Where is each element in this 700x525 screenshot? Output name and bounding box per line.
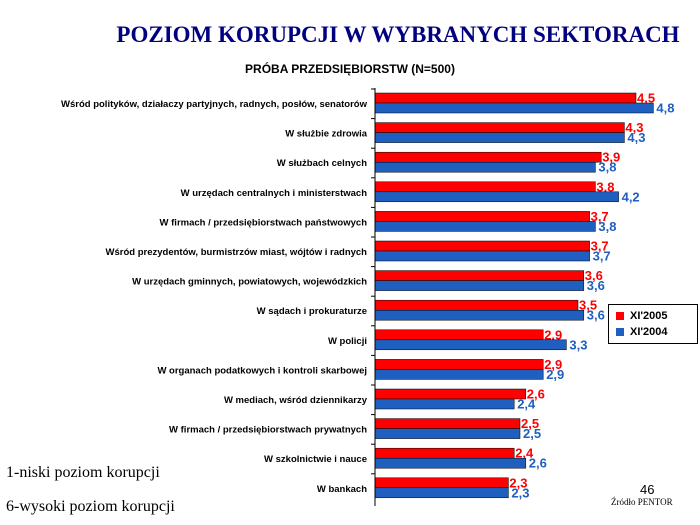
data-label-2004: 3,8 bbox=[598, 160, 616, 175]
legend-item-2004: XI'2004 bbox=[616, 325, 667, 339]
bar-2004 bbox=[374, 250, 590, 262]
data-label-2004: 3,6 bbox=[587, 308, 605, 323]
data-label-2004: 2,3 bbox=[511, 485, 529, 500]
data-label-2004: 3,8 bbox=[598, 219, 616, 234]
data-label-2005: 3,6 bbox=[585, 268, 603, 283]
scale-note-low: 1-niski poziom korupcji bbox=[6, 464, 160, 481]
bar-2005 bbox=[374, 122, 625, 133]
bar-2005 bbox=[374, 447, 515, 459]
bar-2005 bbox=[374, 240, 590, 252]
legend-swatch-2004 bbox=[616, 328, 624, 336]
bar-2004 bbox=[374, 398, 515, 410]
data-label-2004: 3,3 bbox=[569, 337, 587, 352]
data-label-2005: 3,7 bbox=[591, 209, 609, 224]
category-label: W służbach celnych bbox=[277, 158, 367, 169]
bar-2005 bbox=[374, 477, 509, 489]
bar-2004 bbox=[374, 487, 509, 499]
bar-2004 bbox=[374, 221, 596, 232]
data-label-2005: 4,3 bbox=[625, 120, 643, 135]
category-label: Wśród prezydentów, burmistrzów miast, wó… bbox=[106, 247, 368, 258]
bar-2005 bbox=[374, 181, 596, 193]
page-number: 46 bbox=[640, 482, 655, 497]
data-label-2004: 2,6 bbox=[529, 456, 547, 471]
data-label-2005: 2,3 bbox=[509, 475, 527, 490]
category-label: W firmach / przedsiębiorstwach prywatnyc… bbox=[169, 425, 367, 436]
legend-item-2005: XI'2005 bbox=[616, 309, 667, 323]
bar-2005 bbox=[374, 359, 544, 370]
category-label: W organach podatkowych i kontroli skarbo… bbox=[157, 365, 367, 376]
category-label: W bankach bbox=[317, 484, 367, 495]
bar-2005 bbox=[374, 211, 590, 222]
data-label-2005: 2,6 bbox=[527, 387, 545, 402]
bar-2004 bbox=[374, 457, 527, 469]
bar-2005 bbox=[374, 329, 544, 341]
data-label-2004: 2,5 bbox=[523, 426, 541, 441]
category-label: W służbie zdrowia bbox=[285, 129, 368, 140]
bar-2004 bbox=[374, 309, 585, 321]
data-label-2005: 2,9 bbox=[544, 357, 562, 372]
legend: XI'2005 XI'2004 bbox=[608, 304, 698, 344]
bar-2004 bbox=[374, 369, 544, 380]
bar-2004 bbox=[374, 428, 521, 439]
data-label-2005: 3,8 bbox=[596, 179, 614, 194]
category-label: W mediach, wśród dziennikarzy bbox=[224, 395, 368, 406]
category-label: W szkolnictwie i nauce bbox=[264, 454, 367, 465]
data-label-2005: 2,4 bbox=[515, 446, 534, 461]
category-label: W sądach i prokuraturze bbox=[257, 306, 367, 317]
category-label: W policji bbox=[328, 336, 367, 347]
data-label-2004: 2,4 bbox=[517, 397, 536, 412]
data-label-2004: 4,2 bbox=[622, 189, 640, 204]
bar-2005 bbox=[374, 151, 602, 163]
category-label: W firmach / przedsiębiorstwach państwowy… bbox=[160, 217, 368, 228]
legend-swatch-2005 bbox=[616, 312, 624, 320]
legend-label-2005: XI'2005 bbox=[630, 310, 668, 322]
bar-2004 bbox=[374, 102, 654, 114]
bar-2004 bbox=[374, 339, 567, 351]
legend-label-2004: XI'2004 bbox=[630, 326, 668, 338]
chart-title: POZIOM KORUPCJI W WYBRANYCH SEKTORACH bbox=[116, 22, 680, 47]
bar-2005 bbox=[374, 92, 637, 104]
data-label-2005: 2,5 bbox=[521, 416, 539, 431]
data-label-2005: 4,5 bbox=[637, 91, 655, 106]
data-label-2004: 4,3 bbox=[627, 130, 645, 145]
bar-2004 bbox=[374, 161, 596, 173]
scale-note-high: 6-wysoki poziom korupcji bbox=[6, 498, 175, 515]
chart-subtitle: PRÓBA PRZEDSIĘBIORSTW (N=500) bbox=[245, 62, 455, 76]
data-label-2005: 3,7 bbox=[591, 239, 609, 254]
bar-2004 bbox=[374, 132, 625, 143]
data-label-2005: 3,9 bbox=[602, 150, 620, 165]
data-label-2004: 3,6 bbox=[587, 278, 605, 293]
bar-2005 bbox=[374, 388, 527, 400]
bar-2005 bbox=[374, 270, 585, 281]
category-label: W urzędach gminnych, powiatowych, wojewó… bbox=[132, 277, 367, 288]
data-label-2005: 3,5 bbox=[579, 298, 597, 313]
bar-2005 bbox=[374, 299, 579, 311]
data-label-2005: 2,9 bbox=[544, 327, 562, 342]
bar-2004 bbox=[374, 191, 619, 203]
category-label: Wśród polityków, działaczy partyjnych, r… bbox=[61, 99, 368, 110]
bar-2004 bbox=[374, 280, 585, 291]
data-label-2004: 2,9 bbox=[546, 367, 564, 382]
bar-2005 bbox=[374, 418, 521, 429]
data-label-2004: 4,8 bbox=[656, 101, 674, 116]
source-note: Źródło PENTOR bbox=[611, 497, 673, 507]
category-label: W urzędach centralnych i ministerstwach bbox=[181, 188, 368, 199]
data-label-2004: 3,7 bbox=[593, 249, 611, 264]
